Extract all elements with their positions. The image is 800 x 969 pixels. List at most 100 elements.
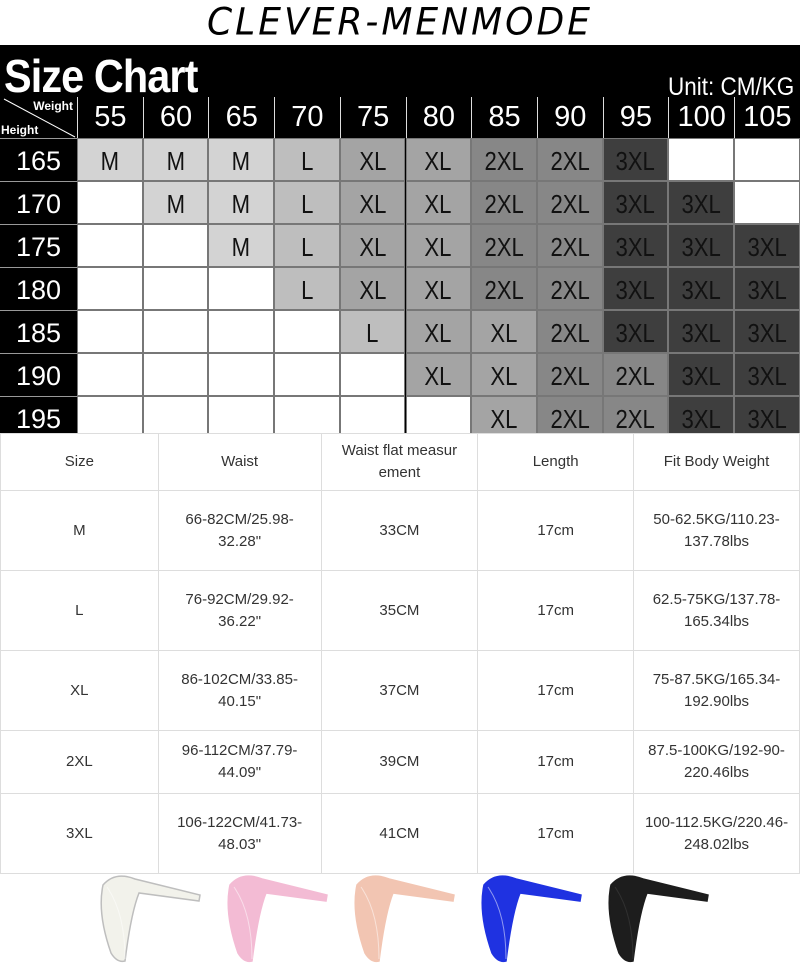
height-header: 180 bbox=[0, 267, 77, 310]
size-cell: 2XL bbox=[536, 396, 603, 433]
size-cell bbox=[77, 396, 143, 433]
table-cell: 39CM bbox=[320, 730, 479, 794]
size-label: XL bbox=[359, 232, 387, 262]
weight-header: 75 bbox=[339, 97, 406, 138]
size-label: 3XL bbox=[747, 318, 787, 348]
product-thumbnail-black bbox=[603, 873, 713, 964]
product-colors bbox=[0, 873, 800, 964]
column-header: Waist bbox=[157, 433, 322, 491]
size-label: 3XL bbox=[615, 275, 656, 305]
size-label: 2XL bbox=[550, 189, 590, 219]
size-cell: 2XL bbox=[536, 181, 603, 224]
size-label: 2XL bbox=[550, 232, 590, 262]
size-cell bbox=[339, 353, 406, 396]
size-cell bbox=[734, 181, 800, 224]
size-cell bbox=[77, 181, 143, 224]
size-cell: 3XL bbox=[668, 396, 734, 433]
size-cell: M bbox=[208, 138, 275, 181]
size-cell: 3XL bbox=[734, 310, 800, 353]
height-row: 175 M L XL XL 2XL 2XL 3XL 3XL 3XL bbox=[0, 224, 800, 267]
table-cell: 41CM bbox=[320, 793, 479, 874]
size-label: 2XL bbox=[484, 146, 524, 176]
size-cell: 2XL bbox=[602, 396, 669, 433]
size-cell: XL bbox=[405, 267, 472, 310]
size-cell: 2XL bbox=[471, 138, 537, 181]
size-cell: 3XL bbox=[734, 267, 800, 310]
weight-header: 80 bbox=[405, 97, 472, 138]
size-cell bbox=[668, 138, 734, 181]
table-cell: 3XL bbox=[0, 793, 159, 874]
size-cell bbox=[77, 310, 143, 353]
size-label: L bbox=[300, 146, 314, 176]
size-label: 2XL bbox=[550, 275, 590, 305]
height-header: 195 bbox=[0, 396, 77, 433]
size-cell: 2XL bbox=[536, 224, 603, 267]
size-cell bbox=[339, 396, 406, 433]
table-cell: 17cm bbox=[477, 570, 635, 651]
height-row: 190 XL XL 2XL 2XL 3XL 3XL bbox=[0, 353, 800, 396]
table-row: 2XL 96-112CM/37.79-44.09" 39CM 17cm 87.5-100… bbox=[0, 730, 800, 794]
table-row: L 76-92CM/29.92-36.22" 35CM 17cm 62.5-75KG/1… bbox=[0, 570, 800, 651]
table-cell: 2XL bbox=[0, 730, 159, 794]
size-cell: L bbox=[274, 181, 340, 224]
size-cell: XL bbox=[405, 310, 472, 353]
size-label: XL bbox=[490, 404, 518, 433]
size-cell: XL bbox=[471, 310, 537, 353]
size-cell: 2XL bbox=[471, 267, 537, 310]
size-label: 3XL bbox=[615, 146, 656, 176]
size-cell: M bbox=[208, 181, 275, 224]
size-label: 2XL bbox=[484, 232, 524, 262]
size-label: XL bbox=[424, 146, 452, 176]
weight-header: 100 bbox=[668, 97, 734, 138]
size-label: M bbox=[166, 189, 185, 219]
size-label: XL bbox=[359, 275, 387, 305]
size-cell: XL bbox=[471, 353, 537, 396]
size-cell bbox=[142, 310, 209, 353]
table-row: M 66-82CM/25.98-32.28" 33CM 17cm 50-62.5KG/1… bbox=[0, 490, 800, 571]
size-cell bbox=[734, 138, 800, 181]
size-label: 2XL bbox=[550, 146, 590, 176]
size-label: M bbox=[166, 146, 185, 176]
brand-title: CLEVER-MENMODE bbox=[207, 0, 593, 45]
size-chart: Size Chart Unit: CM/KG Weight Height 55 6… bbox=[0, 45, 800, 433]
size-cell: 3XL bbox=[602, 224, 669, 267]
size-label: L bbox=[300, 189, 314, 219]
weight-label: Weight bbox=[33, 99, 73, 113]
table-cell: 66-82CM/25.98-32.28" bbox=[157, 490, 322, 571]
product-thumbnail-pink bbox=[222, 873, 332, 964]
column-header: Size bbox=[0, 433, 159, 491]
column-header: Fit Body Weight bbox=[633, 433, 800, 491]
product-thumbnail-white bbox=[95, 873, 205, 964]
size-cell: 3XL bbox=[602, 310, 669, 353]
size-cell bbox=[208, 396, 275, 433]
size-cell bbox=[274, 310, 340, 353]
size-label: 2XL bbox=[550, 318, 590, 348]
size-label: M bbox=[232, 189, 251, 219]
size-cell bbox=[142, 267, 209, 310]
unit-label: Unit: CM/KG bbox=[667, 73, 794, 101]
diagonal-divider bbox=[3, 98, 76, 138]
height-header: 170 bbox=[0, 181, 77, 224]
size-cell: M bbox=[142, 138, 209, 181]
table-row: XL 86-102CM/33.85-40.15" 37CM 17cm 75-87.5KG… bbox=[0, 650, 800, 731]
size-cell: 3XL bbox=[668, 353, 734, 396]
size-cell: XL bbox=[405, 353, 472, 396]
size-cell: XL bbox=[339, 224, 406, 267]
size-cell: M bbox=[77, 138, 143, 181]
size-cell bbox=[208, 353, 275, 396]
size-cell: 3XL bbox=[602, 138, 669, 181]
size-cell bbox=[77, 267, 143, 310]
size-cell: M bbox=[142, 181, 209, 224]
weight-header: 65 bbox=[208, 97, 274, 138]
size-label: XL bbox=[359, 146, 387, 176]
size-cell: 2XL bbox=[536, 267, 603, 310]
size-cell: 3XL bbox=[602, 181, 669, 224]
weight-header: 85 bbox=[471, 97, 537, 138]
table-cell: 75-87.5KG/165.34-192.90lbs bbox=[633, 650, 800, 731]
size-label: XL bbox=[424, 232, 452, 262]
size-cell: 3XL bbox=[668, 310, 734, 353]
size-label: XL bbox=[490, 318, 518, 348]
size-label: 3XL bbox=[747, 361, 787, 391]
table-cell: 100-112.5KG/220.46-248.02lbs bbox=[633, 793, 800, 874]
size-cell bbox=[77, 353, 143, 396]
